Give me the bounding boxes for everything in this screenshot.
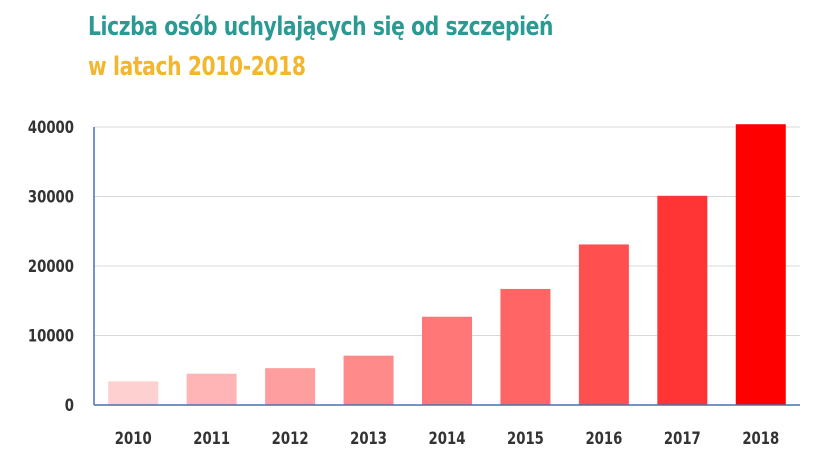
bar [186,373,237,405]
bar [108,381,159,405]
y-tick-label: 20000 [28,256,74,276]
chart-title: Liczba osób uchylających się od szczepie… [88,12,554,42]
x-tick-label: 2013 [350,428,387,448]
axes [93,127,800,406]
x-tick-label: 2016 [585,428,622,448]
x-tick-label: 2012 [272,428,309,448]
bar [343,355,394,405]
bar [500,288,551,405]
x-tick-label: 2014 [429,428,466,448]
bar [265,368,316,405]
y-tick-labels: 0 10000 20000 30000 40000 [28,117,74,415]
y-tick-label: 10000 [28,326,74,346]
x-tick-label: 2011 [193,428,230,448]
y-tick-label: 30000 [28,187,74,207]
chart-subtitle: w latach 2010-2018 [88,52,306,82]
x-tick-label: 2018 [742,428,779,448]
x-tick-labels: 2010 2011 2012 2013 2014 2015 2016 2017 2018 [115,428,779,448]
bars [108,124,786,405]
x-tick-label: 2010 [115,428,152,448]
bar [578,244,629,405]
bar [422,316,472,405]
bar [735,124,786,405]
x-tick-label: 2015 [507,428,544,448]
y-tick-label: 0 [65,395,74,415]
y-tick-label: 40000 [28,117,74,137]
x-tick-label: 2017 [664,428,701,448]
bar [657,195,708,405]
